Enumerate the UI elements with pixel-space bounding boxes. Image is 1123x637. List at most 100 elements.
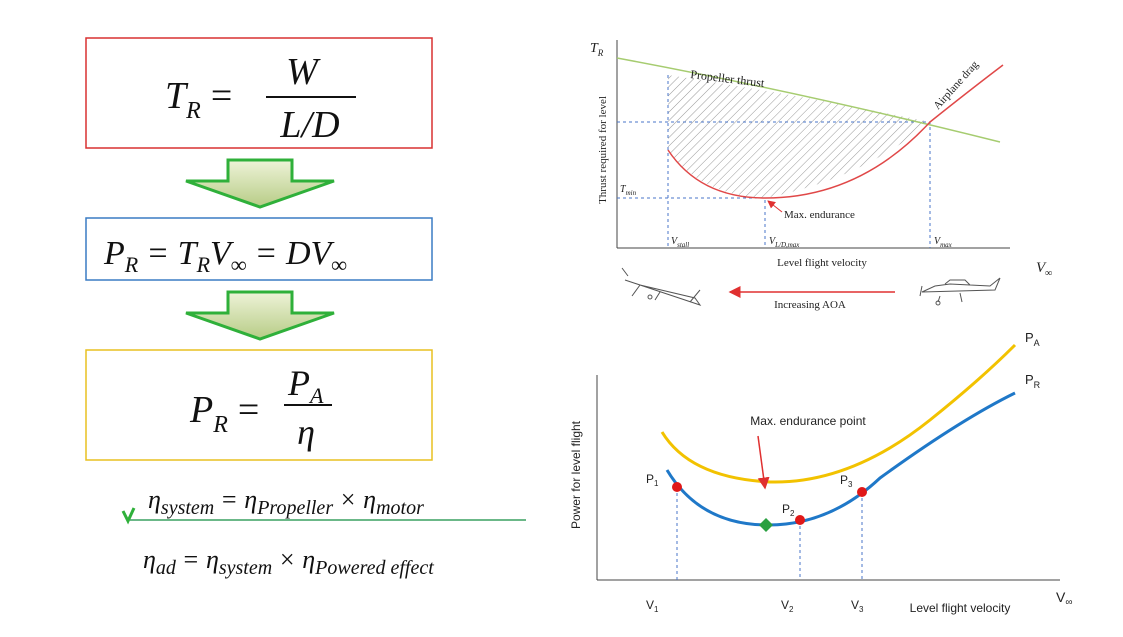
symbol: T bbox=[590, 41, 599, 56]
x-marker: VL/D,max bbox=[769, 236, 800, 249]
x-marker: V2 bbox=[781, 598, 794, 614]
hatched-region bbox=[668, 75, 930, 198]
point-label: P3 bbox=[840, 473, 853, 489]
subscript: system bbox=[219, 557, 272, 579]
symbol: T bbox=[620, 184, 627, 195]
equation: PR = bbox=[189, 389, 259, 438]
subscript: 1 bbox=[654, 605, 659, 614]
symbol: P bbox=[840, 473, 848, 487]
denominator: η bbox=[297, 412, 315, 452]
subscript: stall bbox=[677, 241, 689, 249]
arrow-label: Increasing AOA bbox=[774, 299, 846, 311]
x-marker: Vmax bbox=[934, 236, 953, 249]
subscript: R bbox=[212, 412, 228, 438]
check-mark bbox=[121, 507, 136, 525]
term: × η bbox=[278, 545, 315, 574]
term: = η bbox=[182, 545, 219, 574]
curve-label: PR bbox=[1025, 372, 1041, 390]
subscript: R bbox=[185, 98, 201, 124]
curve-label: PA bbox=[1025, 330, 1040, 348]
point bbox=[795, 515, 805, 525]
subscript: A bbox=[308, 383, 324, 408]
y-axis-label: Thrust required for level bbox=[597, 96, 609, 204]
term: × η bbox=[339, 485, 376, 514]
subscript: 3 bbox=[848, 480, 853, 489]
point bbox=[857, 487, 867, 497]
subscript: min bbox=[626, 189, 637, 197]
term: = DV bbox=[255, 235, 336, 272]
subscript: ∞ bbox=[1045, 268, 1052, 279]
pa-curve bbox=[660, 343, 1017, 484]
tmin-label: Tmin bbox=[620, 184, 637, 197]
x-axis-label: Level flight velocity bbox=[777, 257, 867, 269]
subscript: 2 bbox=[789, 605, 794, 614]
subscript: R bbox=[124, 252, 139, 277]
drag-curve bbox=[667, 64, 1004, 199]
equation: ηsystem = ηPropeller × ηmotor bbox=[148, 485, 424, 519]
y-axis-label: Power for level flight bbox=[569, 420, 583, 529]
subscript: 3 bbox=[859, 605, 864, 614]
symbol: V bbox=[769, 236, 777, 247]
subscript: ∞ bbox=[231, 252, 247, 277]
subscript: system bbox=[161, 497, 214, 519]
operator: = bbox=[211, 75, 232, 117]
subscript: Powered effect bbox=[314, 557, 434, 579]
optimum-marker bbox=[759, 518, 773, 532]
symbol: η bbox=[143, 545, 156, 574]
point-label: P2 bbox=[782, 502, 795, 518]
annotation-arrow bbox=[767, 200, 783, 213]
subscript: R bbox=[597, 48, 604, 58]
x-marker: V3 bbox=[851, 598, 864, 614]
subscript: ∞ bbox=[331, 252, 347, 277]
symbol: P bbox=[782, 502, 790, 516]
subscript: max bbox=[940, 241, 953, 249]
subscript: 2 bbox=[790, 509, 795, 518]
subscript: L/D,max bbox=[774, 241, 800, 249]
subscript: R bbox=[1034, 380, 1041, 390]
thrust-chart: TR Thrust required for level Propeller t… bbox=[590, 40, 1052, 311]
subscript: 1 bbox=[654, 479, 659, 488]
propeller-thrust-curve bbox=[616, 57, 1001, 143]
x-axis-symbol: V∞ bbox=[1056, 589, 1072, 608]
symbol: P bbox=[1025, 330, 1034, 345]
symbol: V bbox=[1036, 260, 1047, 276]
guide-lines bbox=[676, 487, 863, 580]
symbol: V bbox=[1056, 589, 1066, 605]
equation: ηad = ηsystem × ηPowered effect bbox=[143, 545, 434, 579]
power-chart: PA PR Power for level flight Max. endura… bbox=[569, 330, 1072, 615]
symbol: V bbox=[781, 598, 789, 612]
annotation-arrow bbox=[757, 435, 770, 490]
pr-curve bbox=[665, 391, 1016, 527]
equation-box bbox=[85, 217, 433, 281]
arrow bbox=[185, 290, 335, 341]
operator: = bbox=[238, 389, 259, 431]
point-label: P1 bbox=[646, 472, 659, 488]
subscript: Propeller bbox=[256, 497, 333, 519]
term: = T bbox=[146, 235, 198, 272]
symbol: P bbox=[287, 363, 310, 403]
symbol: P bbox=[1025, 372, 1034, 387]
airplane-icon bbox=[919, 277, 1001, 306]
x-axis-symbol: V∞ bbox=[1036, 260, 1052, 279]
term: = η bbox=[220, 485, 257, 514]
equation: PR = TRV∞ = DV∞ bbox=[103, 235, 347, 277]
symbol: P bbox=[646, 472, 654, 486]
symbol: V bbox=[671, 236, 679, 247]
symbol: V bbox=[646, 598, 654, 612]
annotation: Max. endurance point bbox=[750, 414, 866, 428]
subscript: A bbox=[1034, 338, 1040, 348]
subscript: ad bbox=[156, 557, 177, 579]
x-marker: Vstall bbox=[671, 236, 689, 249]
x-marker: V1 bbox=[646, 598, 659, 614]
airplane-icon bbox=[621, 267, 702, 306]
symbol: P bbox=[189, 389, 213, 431]
numerator: W bbox=[286, 51, 321, 93]
subscript: R bbox=[196, 252, 211, 277]
arrow bbox=[185, 158, 335, 209]
y-axis-symbol: TR bbox=[590, 41, 604, 58]
subscript: motor bbox=[376, 497, 424, 519]
symbol: η bbox=[148, 485, 161, 514]
curve-label: Airplane drag bbox=[931, 58, 981, 112]
numerator: PA bbox=[287, 363, 324, 408]
